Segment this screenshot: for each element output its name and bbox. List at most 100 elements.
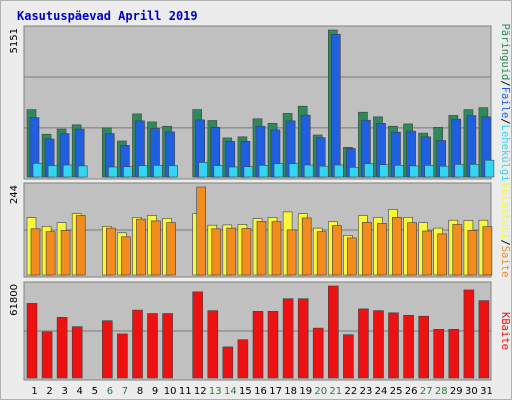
bar-sites-day-20 xyxy=(316,231,327,276)
bar-sites-day-14 xyxy=(226,227,237,276)
legend-part: KBaite xyxy=(499,312,511,350)
bar-kbytes-day-23 xyxy=(358,308,369,379)
bar-sites-day-3 xyxy=(60,230,71,276)
bar-kbytes-day-4 xyxy=(71,326,83,379)
bar-pages-day-6 xyxy=(108,166,118,178)
panel-bottom-ymax-label: 61800 xyxy=(9,284,20,316)
bar-kbytes-day-16 xyxy=(252,310,264,379)
bar-kbytes-day-14 xyxy=(222,346,234,379)
bar-files-day-21 xyxy=(330,33,341,178)
x-tick-label: 11 xyxy=(179,386,192,397)
x-tick-label: 26 xyxy=(405,386,418,397)
bar-kbytes-day-6 xyxy=(102,320,113,379)
x-tick-label: 3 xyxy=(62,386,68,397)
bar-kbytes-day-2 xyxy=(41,331,53,379)
x-tick-label: 23 xyxy=(360,386,373,397)
bar-pages-day-28 xyxy=(439,165,450,178)
bar-sites-day-17 xyxy=(271,221,282,276)
bar-sites-day-18 xyxy=(286,229,297,276)
legend-part: / xyxy=(499,80,511,86)
bar-kbytes-day-21 xyxy=(327,285,339,379)
x-tick-label: 5 xyxy=(92,386,98,397)
bar-pages-day-29 xyxy=(454,164,465,178)
legend-part: Faile xyxy=(499,87,511,119)
bar-pages-day-4 xyxy=(77,165,88,178)
panel-top-ymax-label: 5151 xyxy=(9,28,20,53)
bar-pages-day-26 xyxy=(409,165,419,178)
bar-pages-day-12 xyxy=(198,162,208,178)
bar-pages-day-15 xyxy=(243,166,254,178)
bar-pages-day-20 xyxy=(318,165,329,178)
bar-pages-day-23 xyxy=(364,163,374,178)
bar-kbytes-day-20 xyxy=(312,327,324,379)
x-tick-label: 10 xyxy=(164,386,177,397)
bar-kbytes-day-15 xyxy=(237,339,249,379)
bar-kbytes-day-9 xyxy=(147,313,158,379)
bar-pages-day-30 xyxy=(469,164,480,178)
legend-part: / xyxy=(499,239,511,245)
bar-pages-day-17 xyxy=(273,163,284,178)
bar-sites-day-24 xyxy=(377,223,387,276)
x-tick-label: 27 xyxy=(420,386,433,397)
bar-pages-day-8 xyxy=(138,165,148,178)
x-tick-label: 17 xyxy=(269,386,282,397)
bar-sites-day-10 xyxy=(166,222,176,276)
x-tick-label: 31 xyxy=(480,386,493,397)
x-tick-label: 1 xyxy=(31,386,37,397)
bar-kbytes-day-18 xyxy=(282,298,294,379)
x-tick-label: 29 xyxy=(450,386,463,397)
bar-sites-day-7 xyxy=(121,236,131,276)
bar-sites-day-22 xyxy=(347,237,357,276)
bar-sites-day-2 xyxy=(45,231,56,276)
bar-sites-day-12 xyxy=(196,186,206,276)
bar-sites-day-25 xyxy=(392,217,402,276)
x-tick-label: 7 xyxy=(122,386,128,397)
x-tick-label: 19 xyxy=(299,386,312,397)
bar-kbytes-day-28 xyxy=(433,328,445,379)
bar-pages-day-16 xyxy=(258,165,269,178)
bar-pages-day-7 xyxy=(123,166,133,178)
bar-kbytes-day-17 xyxy=(267,310,279,379)
bar-pages-day-25 xyxy=(394,165,404,178)
legend-part: Päringuid xyxy=(499,23,511,80)
x-tick-label: 22 xyxy=(345,386,358,397)
x-tick-label: 4 xyxy=(77,386,83,397)
bar-sites-day-29 xyxy=(452,224,463,276)
bar-pages-day-22 xyxy=(349,167,359,178)
bar-kbytes-day-24 xyxy=(373,310,384,379)
legend-part: Saite xyxy=(499,246,511,278)
x-tick-label: 16 xyxy=(254,386,267,397)
bar-pages-day-10 xyxy=(168,165,178,178)
bar-pages-day-2 xyxy=(47,165,58,178)
bar-kbytes-day-1 xyxy=(26,303,38,379)
x-tick-label: 12 xyxy=(194,386,207,397)
bar-pages-day-3 xyxy=(62,164,73,178)
bar-pages-day-13 xyxy=(213,165,224,178)
chart-title: Kasutuspäevad Aprill 2019 xyxy=(17,9,198,23)
x-tick-label: 24 xyxy=(375,386,388,397)
bar-sites-day-6 xyxy=(106,227,116,276)
bar-kbytes-day-29 xyxy=(448,328,460,379)
bar-sites-day-9 xyxy=(151,220,161,276)
bar-kbytes-day-7 xyxy=(117,333,128,379)
x-tick-label: 14 xyxy=(224,386,237,397)
panel-middle-legend: Külastusi/Saite xyxy=(499,183,511,278)
bar-sites-day-19 xyxy=(301,217,312,276)
bar-kbytes-day-8 xyxy=(132,309,143,379)
x-tick-label: 18 xyxy=(284,386,297,397)
bar-sites-day-26 xyxy=(407,222,417,276)
bar-kbytes-day-25 xyxy=(388,312,399,379)
x-tick-label: 20 xyxy=(314,386,327,397)
bar-kbytes-day-13 xyxy=(207,310,219,379)
x-tick-label: 9 xyxy=(152,386,158,397)
bar-pages-day-27 xyxy=(424,165,435,178)
bar-sites-day-15 xyxy=(241,228,252,276)
panel-middle-ymax-label: 244 xyxy=(9,185,20,204)
legend-part: Külastusi xyxy=(499,183,511,240)
x-tick-label: 6 xyxy=(107,386,113,397)
x-tick-label: 21 xyxy=(329,386,342,397)
bar-sites-day-27 xyxy=(422,230,433,276)
bar-kbytes-day-30 xyxy=(463,289,475,379)
bar-sites-day-23 xyxy=(362,222,372,276)
